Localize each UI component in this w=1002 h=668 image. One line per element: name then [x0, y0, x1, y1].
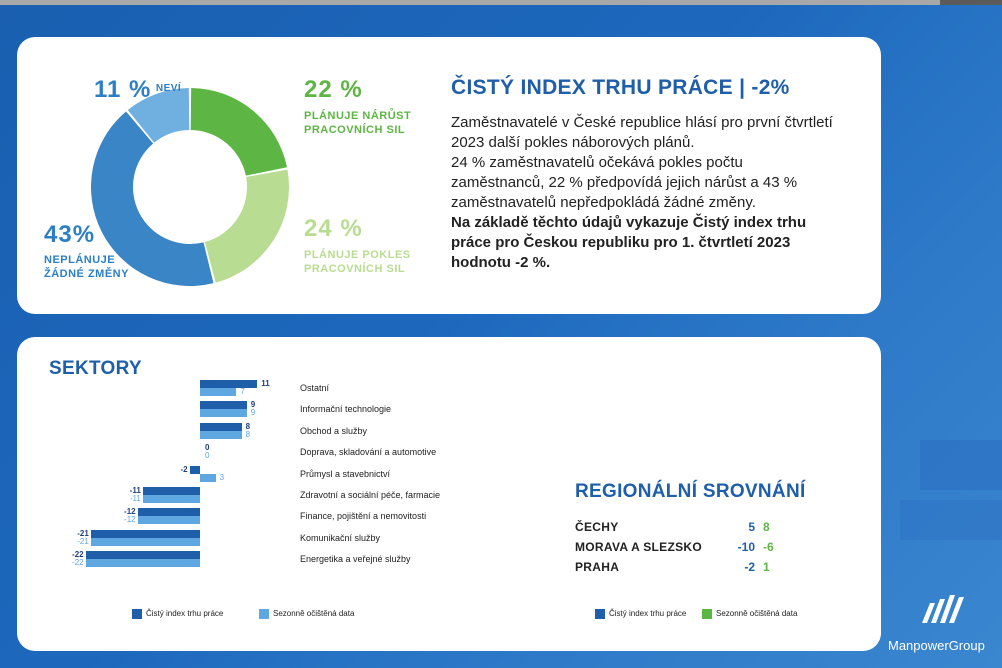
sector-value-nei: 9	[250, 400, 256, 410]
headline-p3: Na základě těchto údajů vykazuje Čistý i…	[451, 214, 807, 271]
donut-slice	[190, 88, 288, 176]
sector-value-sa: -11	[129, 494, 141, 503]
sector-bar-sa	[200, 430, 242, 439]
sector-label: Informační technologie	[300, 404, 392, 415]
region-sa: 8	[763, 520, 770, 534]
sector-value-sa: 8	[245, 429, 251, 439]
cap-nevi: NEVÍ	[155, 83, 182, 94]
regions-title: REGIONÁLNÍ SROVNÁNÍ	[575, 481, 806, 502]
pct-zmeny: 43%	[44, 221, 96, 248]
sector-bar-sa	[200, 409, 247, 418]
donut-slice	[90, 111, 214, 287]
region-sa: -6	[763, 540, 774, 554]
donut-slice	[204, 169, 289, 283]
pct-nevi: 11 %	[94, 76, 152, 103]
region-nei: -10	[737, 540, 755, 554]
sector-bar-sa	[137, 516, 200, 525]
region-nei: 5	[748, 520, 755, 534]
sector-bar-sa	[90, 537, 200, 546]
sector-bar-nei	[85, 551, 200, 560]
region-name: PRAHA	[575, 560, 620, 574]
pct-narust: 22 %	[304, 76, 363, 103]
sector-label: Energetika a veřejné služby	[300, 554, 411, 565]
pct-pokles: 24 %	[304, 215, 363, 242]
sector-bar-nei	[200, 401, 247, 410]
sector-bar-nei	[137, 508, 200, 517]
donut-chart	[90, 88, 289, 287]
legend-swatch-sa	[259, 609, 269, 619]
sector-value-nei: -21	[77, 528, 89, 538]
sector-label: Finance, pojištění a nemovitosti	[300, 511, 427, 522]
bg-stripe	[900, 500, 1002, 540]
sector-value-sa: -12	[124, 515, 136, 525]
sectors-title: SEKTORY	[49, 358, 142, 379]
manpower-logo-icon	[922, 595, 964, 623]
sector-value-nei: 0	[205, 443, 210, 453]
sector-value-nei: -2	[180, 464, 188, 474]
headline-p1: Zaměstnavatelé v České republice hlásí p…	[451, 114, 833, 151]
legend-label-nei: Čistý index trhu práce	[146, 609, 224, 618]
sector-value-nei: -22	[72, 550, 84, 560]
sector-value-nei: 11	[261, 379, 270, 388]
sector-bar-sa	[200, 388, 237, 396]
sector-label: Zdravotní a sociální péče, farmacie	[300, 490, 441, 500]
logo-text: ManpowerGroup	[888, 638, 985, 653]
legend-swatch-nei	[132, 609, 142, 619]
region-legend-swatch-nei	[595, 609, 605, 619]
sector-bar-sa	[85, 559, 200, 568]
donut-label-narust: 22 % PLÁNUJE NÁRŮST PRACOVNÍCH SIL	[304, 76, 414, 137]
top-bar	[0, 0, 1002, 5]
headline-title: ČISTÝ INDEX TRHU PRÁCE | -2%	[451, 76, 790, 99]
headline-text: Zaměstnavatelé v České republice hlásí p…	[451, 113, 836, 273]
sector-value-sa: -22	[72, 558, 84, 568]
region-legend-label-nei: Čistý index trhu práce	[609, 609, 687, 618]
top-bar-dark	[940, 0, 1002, 5]
region-nei: -2	[744, 560, 755, 574]
sector-bar-nei	[200, 422, 242, 431]
donut-label-nevi: 11 % NEVÍ	[94, 76, 181, 104]
sector-label: Doprava, skladování a automotive	[300, 447, 437, 458]
sector-bar-sa	[200, 473, 216, 482]
sector-label: Komunikační služby	[300, 532, 381, 543]
region-legend-swatch-sa	[702, 609, 712, 619]
regions-table: ČECHY 5 8 MORAVA A SLEZSKO -10 -6 PRAHA …	[575, 517, 793, 577]
region-sa: 1	[763, 560, 770, 574]
sector-label: Obchod a služby	[300, 425, 368, 436]
sector-bar-nei	[200, 380, 258, 388]
sector-label: Ostatní	[300, 383, 330, 393]
sector-value-sa: 9	[250, 408, 256, 418]
sector-bar-nei	[142, 487, 200, 495]
sector-value-sa: 7	[240, 387, 245, 396]
region-legend-label-sa: Sezonně očištěná data	[716, 609, 798, 618]
sector-bar-sa	[142, 495, 200, 503]
sectors-bar-chart: 11 7 Ostatní 9 9 Informační technologie 8 8 Obch…	[17, 337, 881, 651]
cap-pokles: PLÁNUJE POKLES PRACOVNÍCH SIL	[304, 249, 411, 275]
legend-label-sa: Sezonně očištěná data	[273, 609, 355, 618]
sector-value-nei: -12	[124, 507, 136, 517]
cap-zmeny: NEPLÁNUJE ŽÁDNÉ ZMĚNY	[44, 254, 129, 280]
region-row: MORAVA A SLEZSKO -10 -6	[575, 537, 793, 557]
sector-bar-nei	[189, 465, 200, 474]
donut-label-pokles: 24 % PLÁNUJE POKLES PRACOVNÍCH SIL	[304, 215, 414, 276]
sectors-card: SEKTORY 11 7 Ostatní 9 9 Informační technolog…	[17, 337, 881, 651]
bg-stripe	[920, 440, 1002, 490]
sector-value-sa: -21	[77, 536, 89, 546]
sector-value-sa: 3	[219, 472, 225, 482]
region-name: ČECHY	[575, 520, 619, 534]
donut-label-zmeny: 43% NEPLÁNUJE ŽÁDNÉ ZMĚNY	[44, 221, 139, 281]
cap-narust: PLÁNUJE NÁRŮST PRACOVNÍCH SIL	[304, 110, 412, 136]
sector-value-nei: 8	[245, 421, 251, 431]
region-row: PRAHA -2 1	[575, 557, 793, 577]
donut-slice	[127, 88, 190, 143]
sector-value-sa: 0	[205, 451, 210, 461]
sector-label: Průmysl a stavebnictví	[300, 468, 391, 479]
region-name: MORAVA A SLEZSKO	[575, 540, 703, 554]
sector-value-nei: -11	[129, 486, 141, 495]
headline-p2: 24 % zaměstnavatelů očekává pokles počtu…	[451, 154, 798, 211]
sector-bar-nei	[90, 529, 200, 538]
region-row: ČECHY 5 8	[575, 517, 793, 537]
summary-card: 11 % NEVÍ 22 % PLÁNUJE NÁRŮST PRACOVNÍCH…	[17, 37, 881, 314]
